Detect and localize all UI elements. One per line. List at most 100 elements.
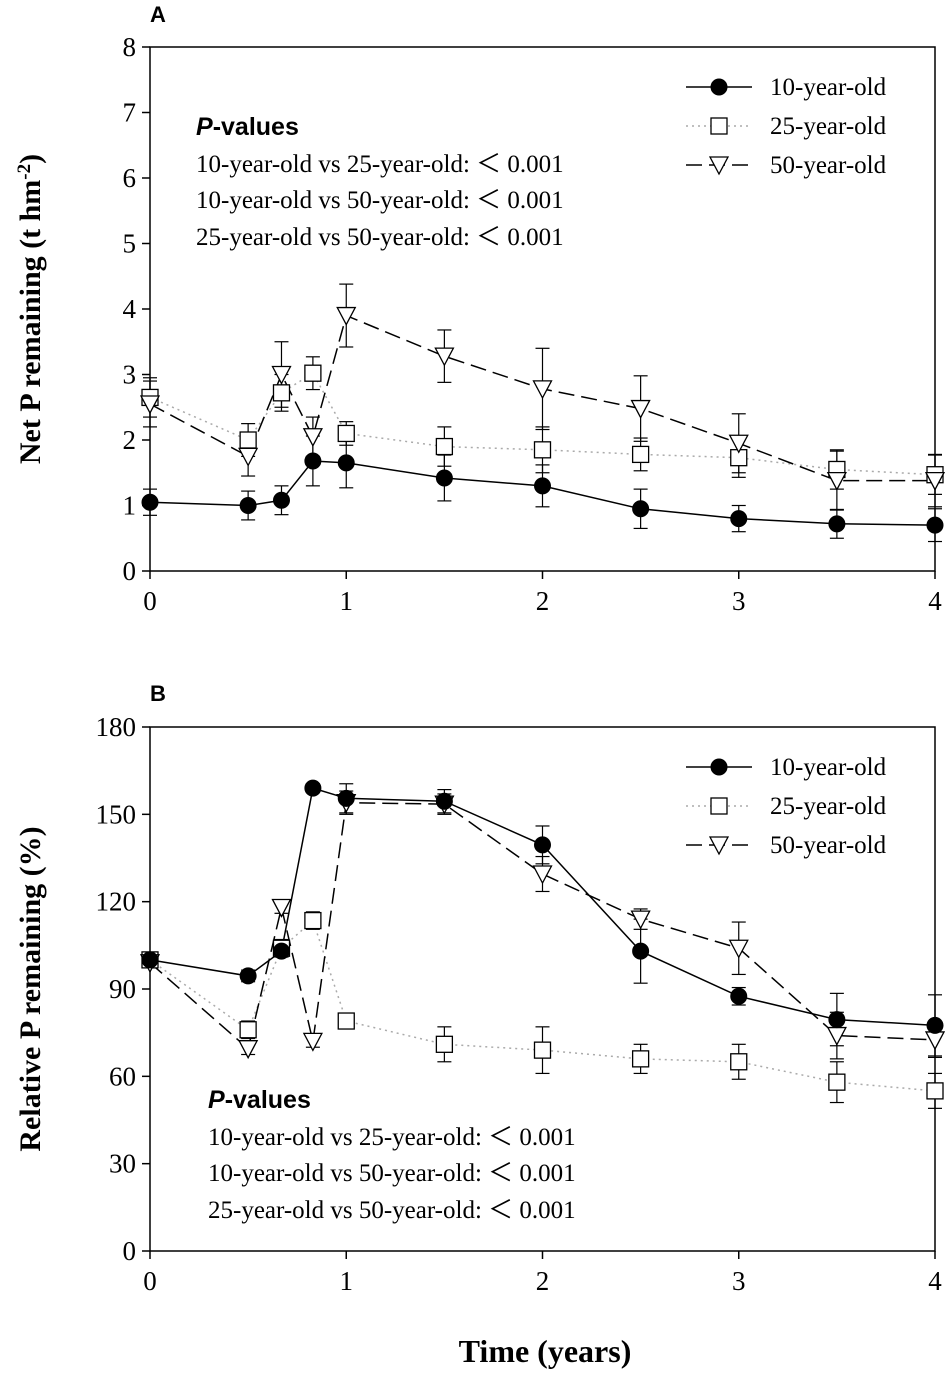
legend-a-10-marker [710, 78, 728, 96]
panel-a-ticks: 0 1 2 3 4 5 6 7 8 0 1 2 3 4 [123, 32, 943, 616]
data-point-a-0-9 [828, 515, 846, 533]
data-point-b-0-2 [272, 942, 290, 960]
panel-a-letter: A [150, 2, 166, 27]
panel-a-y-axis-label: Net P remaining (t hm-2) [14, 154, 47, 464]
panel-b-pvalues: P-values 10-year-old vs 25-year-old: ＜ 0… [208, 1086, 576, 1224]
data-point-a-2-7 [630, 399, 651, 419]
data-point-b-2-2 [271, 898, 292, 918]
y-tick-label-b-1: 30 [109, 1149, 136, 1179]
data-point-b-1-7 [631, 1050, 650, 1068]
data-point-b-1-6 [533, 1041, 552, 1059]
legend-b-25-label: 25-year-old [770, 793, 887, 820]
data-point-b-2-6 [532, 865, 553, 885]
data-point-a-1-6 [533, 441, 552, 459]
panel-a: A 0 1 2 3 4 5 6 7 8 0 1 2 3 4 Net P remaining (t hm-2… [14, 2, 945, 616]
data-point-b-0-7 [632, 942, 650, 960]
data-point-b-0-1 [239, 967, 257, 985]
data-point-b-0-0 [141, 951, 159, 969]
panel-b-series [139, 779, 945, 1109]
data-point-a-0-10 [926, 516, 944, 534]
data-point-a-1-7 [631, 445, 650, 464]
y-tick-label-b-6: 180 [96, 712, 137, 742]
x-tick-label-b-2: 2 [536, 1266, 550, 1296]
panel-a-pvalue-line-1: 10-year-old vs 25-year-old: ＜ 0.001 [196, 151, 564, 178]
data-point-a-0-7 [632, 500, 650, 518]
data-point-a-0-1 [239, 497, 257, 514]
panel-b-letter: B [150, 681, 166, 706]
data-point-a-0-2 [272, 491, 290, 509]
legend-b-25-marker [710, 797, 728, 815]
data-point-b-1-3 [304, 911, 322, 930]
panel-b-pvalues-heading: P-values [208, 1086, 311, 1114]
data-point-a-2-10 [924, 471, 945, 491]
panel-a-series [139, 283, 945, 543]
data-point-b-0-3 [304, 779, 322, 797]
y-tick-label-a-2: 2 [123, 425, 137, 455]
data-point-a-0-5 [435, 469, 453, 487]
data-point-a-1-1 [239, 431, 257, 449]
y-tick-label-b-3: 90 [109, 974, 136, 1004]
legend-a-50-label: 50-year-old [770, 152, 887, 179]
data-point-a-2-0 [139, 395, 161, 415]
data-point-a-1-3 [304, 364, 322, 382]
x-tick-label-b-4: 4 [928, 1266, 942, 1296]
data-point-a-2-3 [302, 428, 323, 448]
x-tick-label-a-4: 4 [928, 586, 942, 616]
panel-b-pvalue-line-3: 25-year-old vs 50-year-old: ＜ 0.001 [208, 1197, 576, 1224]
data-point-b-1-9 [828, 1073, 846, 1091]
x-tick-label-a-1: 1 [340, 586, 354, 616]
legend-b-50-label: 50-year-old [770, 832, 887, 859]
data-point-a-0-6 [534, 477, 551, 495]
series-line-a-1 [149, 372, 936, 476]
panel-a-pvalue-line-3: 25-year-old vs 50-year-old: ＜ 0.001 [196, 224, 564, 251]
data-point-a-2-2 [271, 365, 292, 385]
panel-b-ticks: 0 30 60 90 120 150 180 0 1 2 3 4 [96, 712, 943, 1296]
x-axis-label: Time (years) [459, 1333, 632, 1369]
x-tick-label-a-2: 2 [536, 586, 550, 616]
data-point-a-0-8 [730, 510, 748, 528]
series-line-b-0 [149, 787, 936, 1027]
x-tick-label-a-3: 3 [732, 586, 746, 616]
y-tick-label-a-8: 8 [123, 32, 137, 62]
data-point-b-0-10 [926, 1016, 944, 1034]
data-point-a-2-4 [336, 306, 357, 326]
panel-b-y-axis-label: Relative P remaining (%) [14, 826, 47, 1151]
y-tick-label-a-5: 5 [123, 229, 137, 259]
data-point-b-2-10 [924, 1031, 945, 1051]
panel-b-legend: 10-year-old 25-year-old 50-year-old [686, 754, 887, 859]
legend-a-25-label: 25-year-old [770, 113, 887, 140]
legend-b-10-marker [710, 758, 728, 776]
y-tick-label-a-0: 0 [123, 556, 137, 586]
legend-a-25-marker [710, 117, 728, 135]
data-point-b-1-1 [239, 1021, 257, 1039]
data-point-a-0-0 [141, 493, 159, 511]
panel-a-pvalue-line-2: 10-year-old vs 50-year-old: ＜ 0.001 [196, 187, 564, 214]
panel-b-pvalue-line-1: 10-year-old vs 25-year-old: ＜ 0.001 [208, 1124, 576, 1151]
y-tick-label-a-3: 3 [123, 360, 137, 390]
data-point-a-2-1 [238, 447, 259, 467]
y-tick-label-a-7: 7 [123, 98, 137, 128]
data-point-a-1-2 [272, 384, 291, 402]
y-tick-label-a-1: 1 [123, 491, 137, 521]
data-point-a-1-4 [337, 424, 355, 443]
data-point-a-0-3 [304, 452, 322, 470]
x-tick-label-b-1: 1 [340, 1266, 354, 1296]
y-tick-label-a-6: 6 [123, 163, 137, 193]
y-tick-label-b-4: 120 [96, 887, 137, 917]
legend-a-10-label: 10-year-old [770, 74, 887, 101]
data-point-a-2-6 [532, 380, 553, 400]
data-point-b-1-5 [435, 1035, 454, 1053]
data-point-b-2-1 [238, 1040, 259, 1060]
data-point-b-1-10 [926, 1082, 944, 1100]
data-point-a-2-5 [434, 347, 455, 367]
panel-a-pvalues: P-values 10-year-old vs 25-year-old: ＜ 0… [196, 113, 564, 251]
panel-b: B 0 30 60 90 120 150 180 0 1 2 3 4 Relative P remai… [14, 681, 945, 1369]
data-point-b-1-8 [730, 1053, 748, 1071]
data-point-b-0-4 [337, 789, 355, 807]
data-point-a-2-9 [826, 471, 847, 491]
x-tick-label-b-3: 3 [732, 1266, 746, 1296]
data-point-b-0-6 [534, 836, 551, 854]
y-tick-label-a-4: 4 [123, 294, 137, 324]
data-point-a-1-5 [435, 437, 454, 456]
